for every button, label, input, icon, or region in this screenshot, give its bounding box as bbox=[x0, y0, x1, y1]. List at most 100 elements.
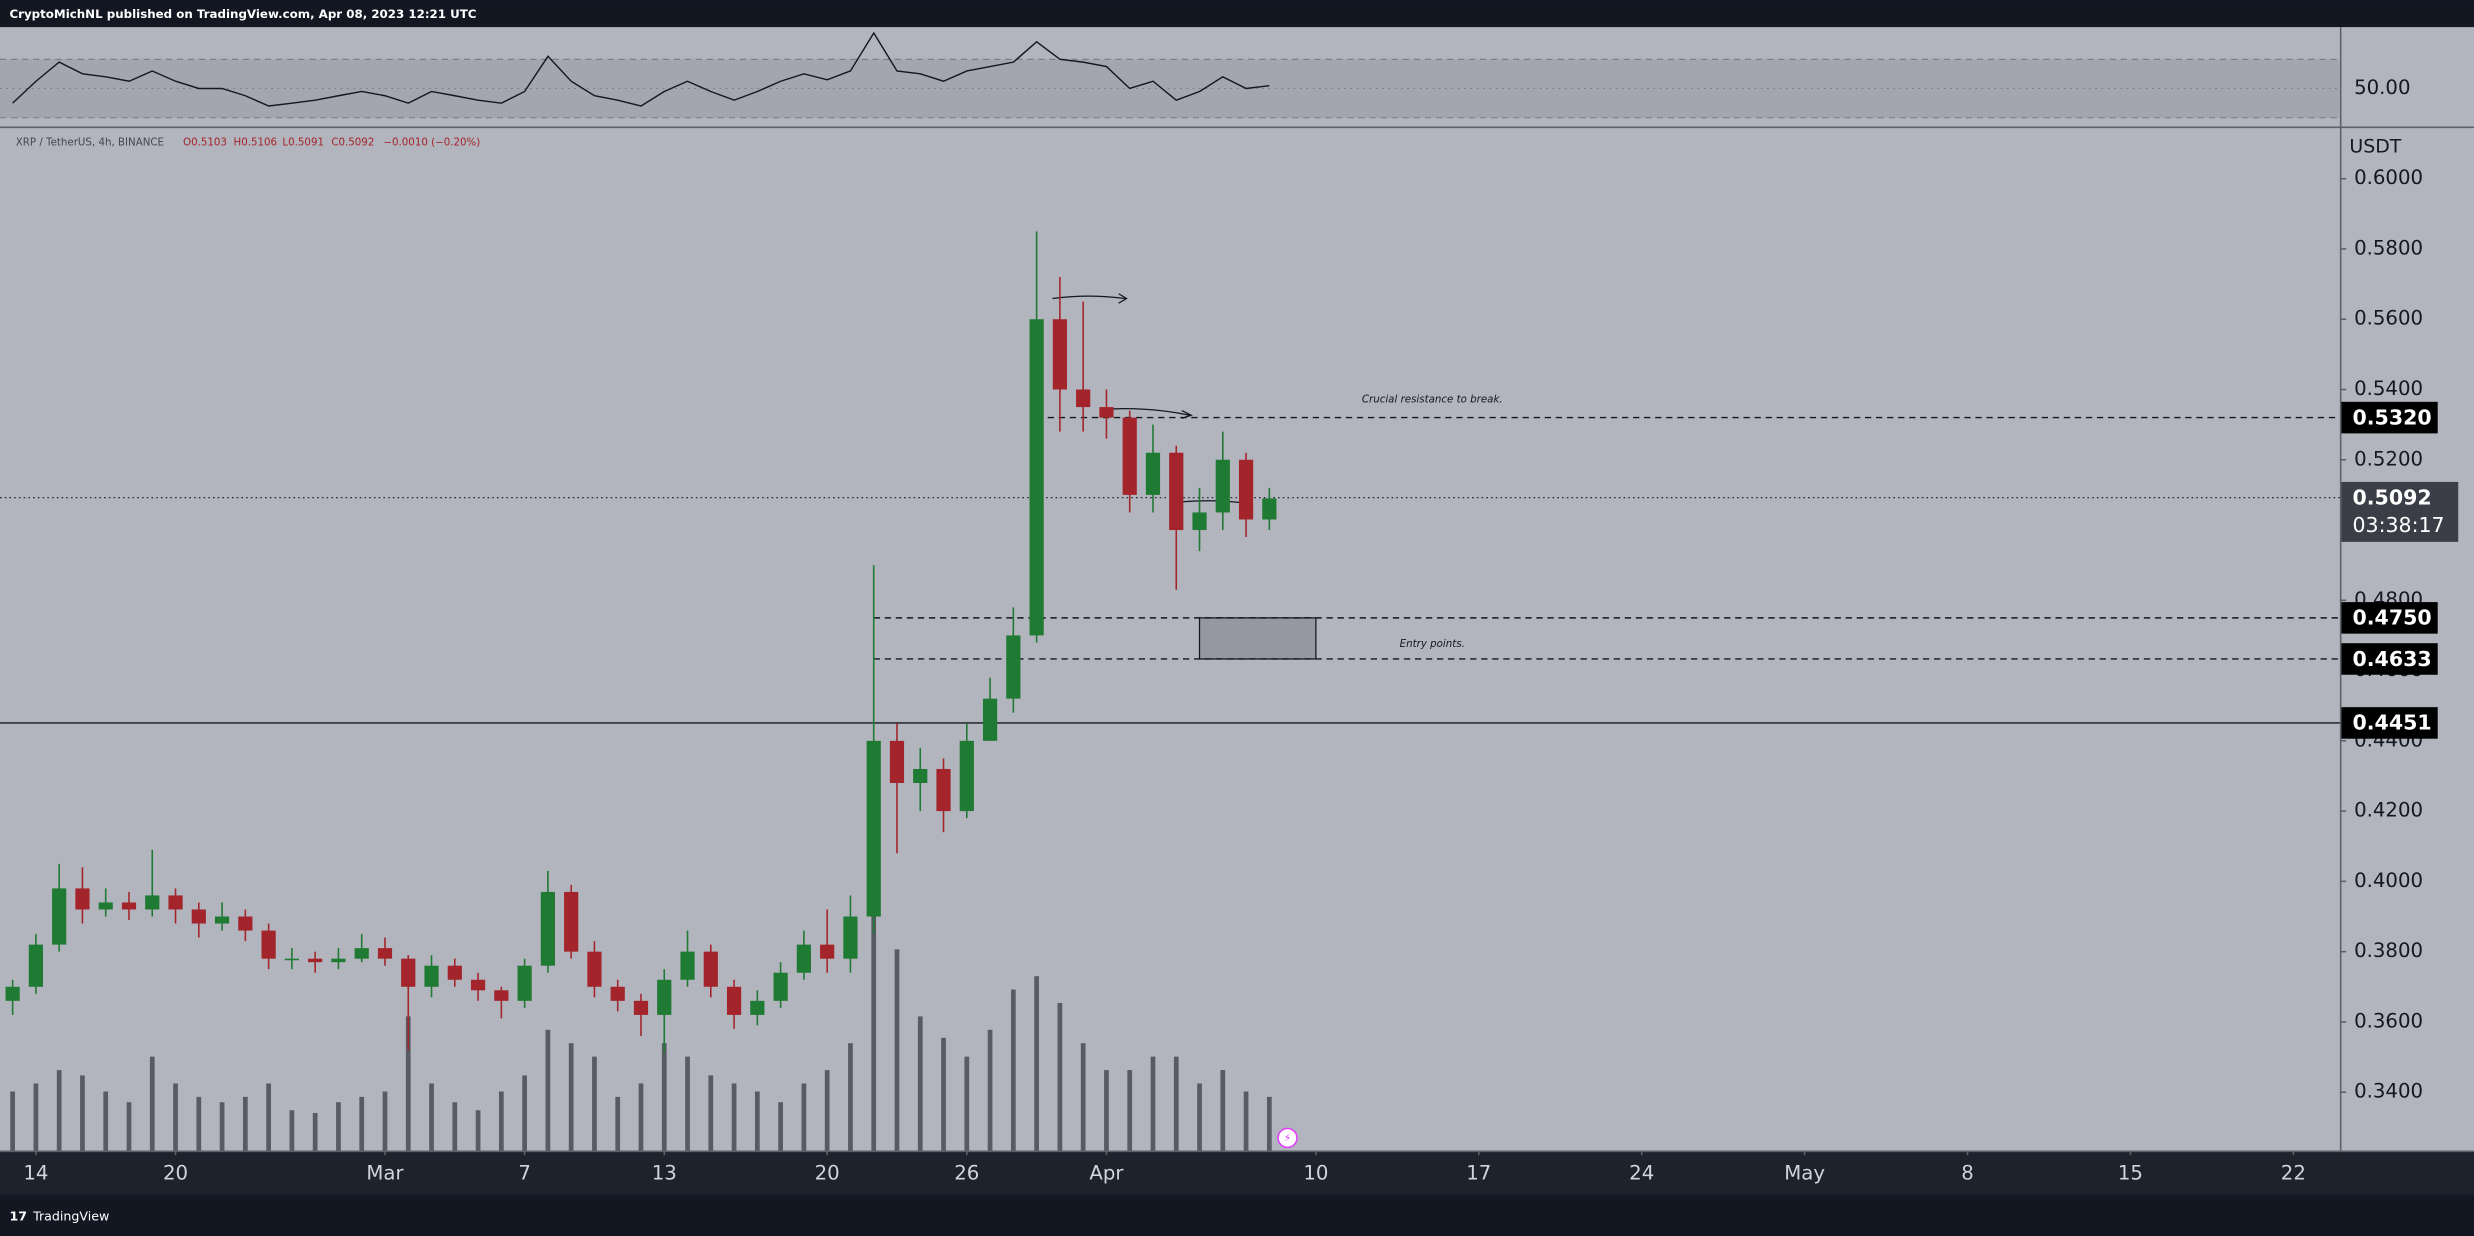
volume-bar bbox=[103, 1091, 109, 1151]
volume-bar bbox=[801, 1083, 807, 1151]
candle-body bbox=[750, 1000, 765, 1015]
candle-body bbox=[191, 909, 206, 924]
chart-background bbox=[0, 27, 2474, 1153]
x-tick-label: 17 bbox=[1466, 1162, 1491, 1185]
candle-body bbox=[214, 916, 230, 924]
volume-bar bbox=[754, 1091, 760, 1151]
y-tick-label: 0.6000 bbox=[2354, 166, 2423, 189]
level-label: 0.5320 bbox=[2353, 405, 2432, 429]
current-price-box bbox=[2341, 481, 2459, 542]
candle-body bbox=[959, 740, 974, 812]
candle-body bbox=[866, 740, 881, 917]
rsi-band bbox=[0, 59, 2340, 118]
candle-body bbox=[52, 888, 67, 945]
brand-name: TradingView bbox=[32, 1208, 109, 1223]
volume-bar bbox=[638, 1083, 644, 1151]
candle-body bbox=[703, 951, 718, 987]
ohlc-change: −0.0010 (−0.20%) bbox=[383, 136, 480, 148]
ohlc-open: O0.5103 bbox=[183, 136, 227, 148]
candle-body bbox=[1099, 407, 1114, 418]
candle-body bbox=[1192, 512, 1207, 531]
candle-body bbox=[470, 979, 486, 991]
volume-bar bbox=[848, 1043, 853, 1151]
candle-body bbox=[168, 895, 183, 910]
brand: 𝟭𝟳 TradingView bbox=[9, 1208, 109, 1223]
candle-body bbox=[1238, 459, 1254, 520]
candle-body bbox=[28, 944, 43, 987]
x-tick-label: 15 bbox=[2118, 1162, 2143, 1185]
volume-bar bbox=[498, 1091, 504, 1151]
annotation: Entry points. bbox=[1400, 638, 1465, 650]
rsi-tick-label: 50.00 bbox=[2354, 76, 2410, 99]
y-tick-label: 0.5600 bbox=[2354, 307, 2423, 330]
candle-body bbox=[354, 948, 369, 959]
volume-bar bbox=[894, 949, 900, 1151]
volume-bar bbox=[196, 1096, 202, 1151]
volume-bar bbox=[1197, 1083, 1202, 1151]
volume-bar bbox=[568, 1043, 574, 1151]
volume-bar bbox=[1104, 1070, 1109, 1151]
level-label-box bbox=[2341, 643, 2438, 675]
x-tick-label: May bbox=[1784, 1162, 1825, 1185]
candle-body bbox=[284, 958, 299, 961]
volume-bar bbox=[1173, 1056, 1179, 1151]
x-tick-label: 20 bbox=[163, 1162, 188, 1185]
y-tick-label: 0.3800 bbox=[2354, 939, 2423, 962]
volume-bar bbox=[289, 1110, 295, 1151]
candle-body bbox=[540, 891, 555, 966]
volume-bar bbox=[1057, 1002, 1063, 1151]
candle-body bbox=[773, 972, 788, 1001]
x-tick-label: 14 bbox=[23, 1162, 48, 1185]
volume-bar bbox=[219, 1102, 225, 1151]
candle-body bbox=[121, 902, 137, 910]
current-price-label: 0.5092 bbox=[2353, 485, 2432, 509]
volume-bar bbox=[1243, 1091, 1249, 1151]
volume-bar bbox=[987, 1029, 993, 1151]
candle-body bbox=[308, 958, 323, 963]
volume-bar bbox=[149, 1056, 155, 1151]
candle-body bbox=[331, 958, 346, 963]
candle-body bbox=[889, 740, 905, 784]
event-icon[interactable] bbox=[1277, 1127, 1298, 1149]
candle-body bbox=[1029, 319, 1044, 636]
candle-body bbox=[657, 979, 672, 1015]
volume-bar bbox=[1080, 1043, 1086, 1151]
x-tick-label: 8 bbox=[1961, 1162, 1974, 1185]
y-tick-label: 0.5400 bbox=[2354, 377, 2423, 400]
volume-bar bbox=[1034, 976, 1039, 1151]
volume-bar bbox=[708, 1075, 714, 1151]
y-tick-label: 0.4200 bbox=[2354, 799, 2423, 822]
volume-bar bbox=[592, 1056, 597, 1151]
candle-body bbox=[680, 951, 695, 980]
x-tick-label: 10 bbox=[1303, 1162, 1328, 1185]
rsi-line bbox=[12, 31, 1270, 107]
candle-body bbox=[564, 891, 579, 952]
publish-info: CryptoMichNL published on TradingView.co… bbox=[9, 7, 476, 21]
volume-bar bbox=[824, 1070, 830, 1151]
volume-bar bbox=[475, 1110, 481, 1151]
candle-body bbox=[377, 948, 393, 959]
ohlc-low: L0.5091 bbox=[282, 136, 324, 148]
volume-bar bbox=[405, 1016, 411, 1151]
candle-body bbox=[1006, 635, 1021, 699]
ohlc-close: C0.5092 bbox=[331, 136, 374, 148]
volume-bar bbox=[917, 1016, 923, 1151]
candle-body bbox=[1076, 389, 1091, 408]
level-label-box bbox=[2341, 707, 2438, 739]
volume-bar bbox=[778, 1102, 783, 1151]
volume-bar bbox=[33, 1083, 39, 1151]
annotation: Crucial resistance to break. bbox=[1362, 394, 1503, 406]
x-tick-label: 20 bbox=[815, 1162, 840, 1185]
candle-body bbox=[1262, 498, 1277, 520]
volume-bar bbox=[1010, 989, 1016, 1151]
x-tick-label: 26 bbox=[954, 1162, 979, 1185]
candle-body bbox=[796, 944, 811, 973]
candle-body bbox=[633, 1000, 649, 1015]
brand-logo: 𝟭𝟳 bbox=[9, 1208, 27, 1223]
candle-body bbox=[424, 965, 439, 987]
level-label-box bbox=[2341, 401, 2438, 434]
x-tick-label: Mar bbox=[366, 1162, 404, 1185]
candle-body bbox=[820, 944, 835, 959]
candle-body bbox=[5, 986, 20, 1001]
